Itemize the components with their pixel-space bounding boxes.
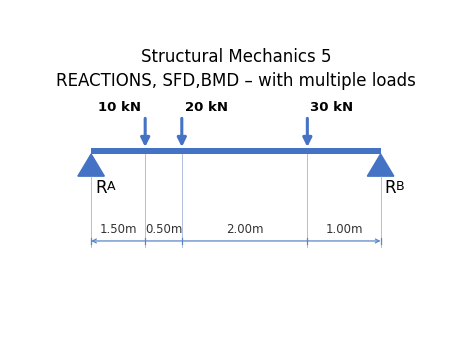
- Text: 1.50m: 1.50m: [99, 223, 137, 236]
- Text: REACTIONS, SFD,BMD – with multiple loads: REACTIONS, SFD,BMD – with multiple loads: [56, 72, 416, 90]
- Polygon shape: [78, 154, 104, 176]
- Text: B: B: [396, 180, 405, 193]
- Text: 1.00m: 1.00m: [325, 223, 363, 236]
- Text: 20 kN: 20 kN: [184, 101, 228, 114]
- Text: 0.50m: 0.50m: [145, 223, 182, 236]
- Bar: [91, 148, 381, 154]
- Text: Structural Mechanics 5: Structural Mechanics 5: [140, 48, 331, 66]
- Text: 2.00m: 2.00m: [226, 223, 263, 236]
- Text: A: A: [107, 180, 115, 193]
- Text: R: R: [95, 179, 107, 197]
- Text: 30 kN: 30 kN: [310, 101, 353, 114]
- Text: 10 kN: 10 kN: [98, 101, 141, 114]
- Text: R: R: [385, 179, 396, 197]
- Polygon shape: [367, 154, 394, 176]
